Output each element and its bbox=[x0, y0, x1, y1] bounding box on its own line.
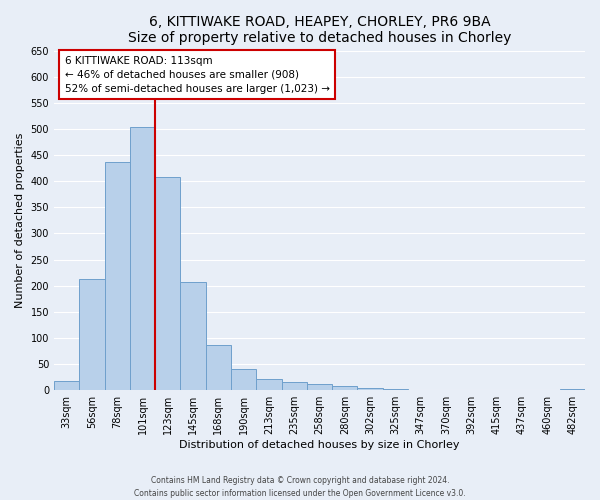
Y-axis label: Number of detached properties: Number of detached properties bbox=[15, 132, 25, 308]
Bar bbox=[281, 382, 307, 390]
Text: Contains HM Land Registry data © Crown copyright and database right 2024.
Contai: Contains HM Land Registry data © Crown c… bbox=[134, 476, 466, 498]
Bar bbox=[206, 344, 231, 390]
Text: 6 KITTIWAKE ROAD: 113sqm
← 46% of detached houses are smaller (908)
52% of semi-: 6 KITTIWAKE ROAD: 113sqm ← 46% of detach… bbox=[65, 56, 329, 94]
Bar bbox=[130, 128, 155, 390]
Bar bbox=[181, 282, 206, 390]
Bar bbox=[231, 370, 256, 390]
Bar bbox=[256, 378, 281, 390]
Bar bbox=[79, 279, 104, 390]
Bar bbox=[54, 381, 79, 390]
Bar bbox=[358, 388, 383, 390]
Title: 6, KITTIWAKE ROAD, HEAPEY, CHORLEY, PR6 9BA
Size of property relative to detache: 6, KITTIWAKE ROAD, HEAPEY, CHORLEY, PR6 … bbox=[128, 15, 511, 45]
Bar bbox=[560, 388, 585, 390]
Bar bbox=[383, 389, 408, 390]
X-axis label: Distribution of detached houses by size in Chorley: Distribution of detached houses by size … bbox=[179, 440, 460, 450]
Bar bbox=[307, 384, 332, 390]
Bar bbox=[332, 386, 358, 390]
Bar bbox=[104, 162, 130, 390]
Bar bbox=[155, 177, 181, 390]
